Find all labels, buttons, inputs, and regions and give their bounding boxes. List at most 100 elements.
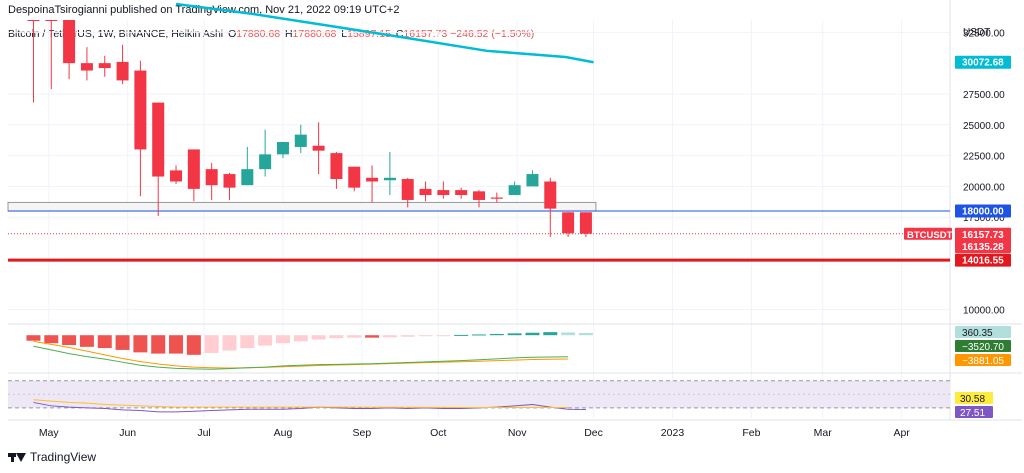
candle-down (80, 63, 93, 71)
tradingview-logo-icon (8, 451, 26, 463)
candle-down (455, 190, 468, 196)
x-tick-label: Dec (584, 427, 603, 439)
macd-histogram-bar (329, 335, 344, 339)
macd-histogram-bar (79, 335, 94, 347)
candle-up (294, 134, 307, 147)
candle-up (508, 185, 521, 196)
low-label: L (341, 28, 348, 40)
price-label-bg (955, 240, 1011, 254)
x-tick-label: May (39, 427, 60, 439)
footer-brand: TradingView (30, 450, 97, 464)
rsi-label: 30.58 (960, 394, 985, 405)
candle-down (579, 212, 592, 234)
macd-line (33, 345, 569, 370)
close-label: C (395, 28, 404, 40)
candle-down (419, 188, 432, 196)
macd-histogram-bar (240, 335, 255, 349)
x-tick-label: Aug (274, 427, 293, 439)
candle-down (401, 179, 414, 200)
candle-down (366, 177, 379, 182)
y-tick-label: 20000.00 (963, 182, 1005, 193)
symbol-tag: BTCUSDT (907, 230, 953, 241)
candle-up (383, 177, 396, 181)
x-tick-label: Mar (814, 427, 833, 439)
macd-histogram-bar (293, 335, 308, 342)
axis-unit-label: USDT (963, 27, 990, 38)
candle-up (526, 174, 539, 187)
open-label: O (228, 28, 237, 40)
macd-histogram-bar (311, 335, 326, 340)
symbol-name: Bitcoin / TetherUS, 1W, BINANCE, Heikin … (8, 28, 224, 40)
rsi-ma-line (33, 399, 569, 408)
macd-histogram-bar (418, 335, 433, 337)
candle-down (116, 61, 129, 81)
y-tick-label: 17500.00 (963, 213, 1005, 224)
y-tick-label: 22500.00 (963, 152, 1005, 163)
candle-down (437, 190, 450, 196)
macd-histogram-bar (507, 333, 522, 336)
macd-label: −3520.70 (962, 342, 1004, 353)
macd-histogram-bar (186, 335, 201, 355)
price-label: 18000.00 (962, 207, 1004, 218)
y-tick-label: 27500.00 (963, 90, 1005, 101)
x-tick-label: Feb (742, 427, 760, 439)
macd-histogram-bar (258, 335, 273, 346)
candle-down (27, 20, 40, 21)
macd-label: −3881.05 (962, 356, 1004, 367)
candle-down (187, 149, 200, 189)
x-tick-label: Apr (893, 427, 910, 439)
macd-histogram-bar (169, 335, 184, 354)
rsi-label-bg (955, 406, 993, 418)
macd-histogram-bar (472, 334, 486, 336)
candle-down (348, 166, 361, 188)
y-tick-label: 10000.00 (963, 306, 1005, 317)
macd-histogram-bar (26, 335, 41, 341)
change-value: −246.52 (−1.50%) (450, 28, 535, 40)
price-label-bg (955, 204, 1011, 218)
candle-down (170, 170, 183, 182)
y-tick-label: 32500.00 (963, 28, 1005, 39)
candle-down (544, 181, 557, 209)
high-value: 17880.68 (292, 28, 337, 40)
candle-down (98, 63, 111, 69)
candle-down (45, 20, 58, 21)
macd-histogram-bar (347, 335, 362, 338)
macd-histogram-bar (382, 335, 397, 338)
candle-up (241, 169, 254, 186)
x-tick-label: Sep (353, 427, 372, 439)
candle-down (223, 174, 236, 188)
symbol-tag-bg (904, 227, 952, 240)
close-value: 16157.73 (403, 28, 448, 40)
price-label: 30072.68 (962, 58, 1004, 69)
y-tick-label: 25000.00 (963, 121, 1005, 132)
price-label: 16157.73 (962, 230, 1004, 241)
macd-histogram-bar (97, 335, 112, 349)
rsi-label-bg (955, 392, 993, 404)
macd-histogram-bar (436, 335, 451, 337)
macd-histogram-bar (115, 335, 130, 350)
price-label-bg (955, 253, 1011, 267)
support-zone (7, 201, 597, 212)
macd-histogram-bar (44, 335, 59, 344)
macd-histogram-bar (151, 335, 166, 354)
candle-up (276, 142, 289, 155)
candle-down (134, 70, 147, 150)
candle-down (152, 102, 165, 177)
macd-signal-line (33, 340, 569, 369)
macd-histogram-bar (454, 334, 469, 336)
macd-label-bg (955, 340, 1011, 352)
macd-histogram-bar (578, 332, 593, 336)
macd-histogram-bar (222, 335, 237, 351)
macd-histogram-bar (133, 335, 148, 353)
macd-label-bg (955, 326, 1011, 338)
x-tick-label: Jul (197, 427, 210, 439)
price-label: 16135.28 (962, 242, 1004, 253)
macd-histogram-bar (561, 332, 576, 336)
macd-histogram-bar (365, 335, 380, 338)
macd-histogram-bar (275, 335, 290, 344)
candle-down (490, 197, 503, 199)
candle-down (312, 145, 325, 151)
candle-down (330, 153, 343, 180)
publisher-line: DespoinaTsirogianni published on Trading… (8, 4, 400, 16)
